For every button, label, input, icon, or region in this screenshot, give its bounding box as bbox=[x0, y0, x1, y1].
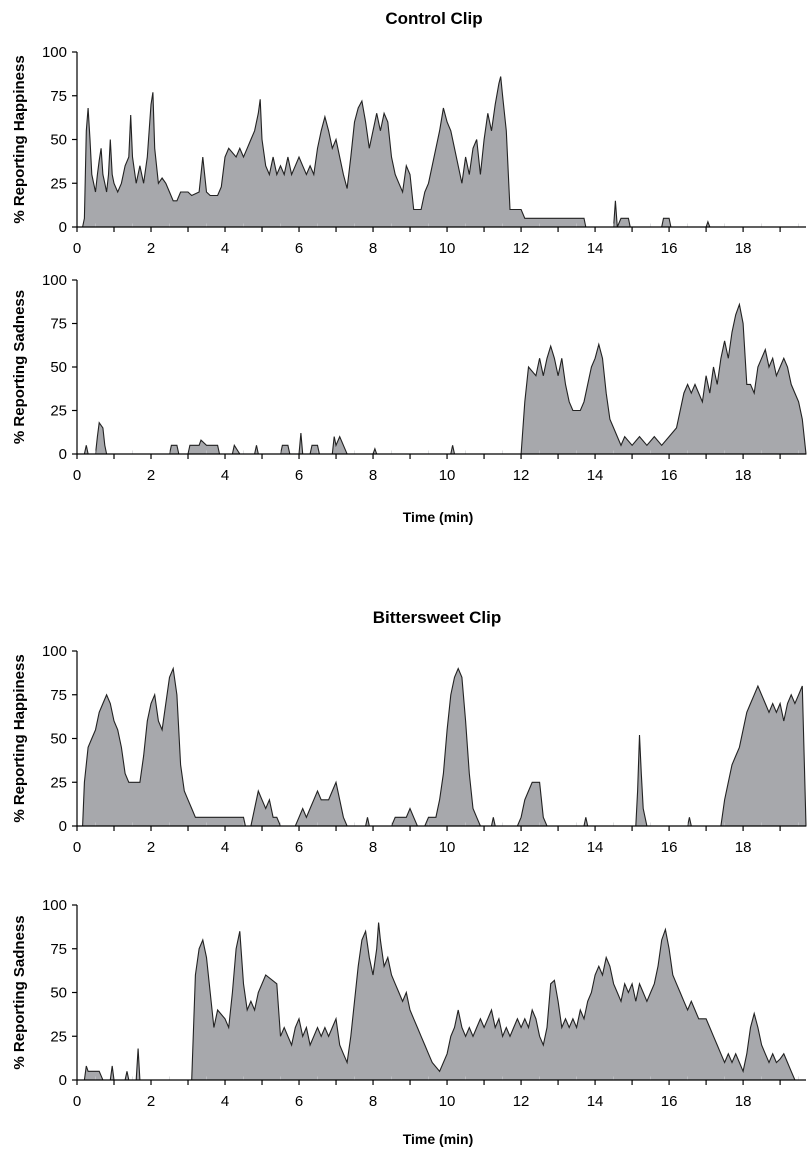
panel-4: 0 25 50 75 100 0 2 4 6 8 10 12 14 16 18 % Reporting Sad… bbox=[11, 897, 806, 1110]
x-tick-label: 18 bbox=[735, 839, 752, 856]
y-tick-label: 0 bbox=[59, 1072, 67, 1089]
y-tick-label: 75 bbox=[50, 687, 67, 704]
y-tick-label: 50 bbox=[50, 132, 67, 149]
x-tick-label: 10 bbox=[439, 467, 456, 484]
y-axis-label: % Reporting Happiness bbox=[11, 55, 28, 223]
bittersweet-clip-title: Bittersweet Clip bbox=[373, 608, 501, 627]
y-tick-label: 25 bbox=[50, 175, 67, 192]
panel-1: 0 25 50 75 100 0 2 4 6 8 10 12 14 16 18 % Reporting Hap… bbox=[11, 44, 806, 257]
y-tick-label: 75 bbox=[50, 941, 67, 958]
x-tick-label: 0 bbox=[73, 467, 81, 484]
x-tick-label: 16 bbox=[661, 839, 678, 856]
y-tick-label: 100 bbox=[42, 44, 67, 61]
y-tick-label: 75 bbox=[50, 316, 67, 333]
y-tick-label: 50 bbox=[50, 985, 67, 1002]
x-tick-label: 8 bbox=[369, 467, 377, 484]
x-tick-label: 12 bbox=[513, 839, 530, 856]
x-tick-label: 2 bbox=[147, 467, 155, 484]
y-tick-label: 25 bbox=[50, 403, 67, 420]
x-tick-label: 16 bbox=[661, 1093, 678, 1110]
y-tick-label: 25 bbox=[50, 774, 67, 791]
area-series bbox=[77, 302, 807, 455]
x-tick-label: 18 bbox=[735, 240, 752, 257]
y-axis-label: % Reporting Happiness bbox=[11, 654, 28, 822]
x-tick-label: 6 bbox=[295, 467, 303, 484]
x-tick-label: 8 bbox=[369, 839, 377, 856]
y-tick-label: 100 bbox=[42, 272, 67, 289]
area-series bbox=[77, 76, 806, 228]
x-tick-label: 12 bbox=[513, 1093, 530, 1110]
x-tick-label: 10 bbox=[439, 1093, 456, 1110]
x-tick-label: 14 bbox=[587, 1093, 604, 1110]
y-tick-label: 75 bbox=[50, 88, 67, 105]
x-tick-label: 8 bbox=[369, 240, 377, 257]
control-clip-title: Control Clip bbox=[385, 9, 482, 28]
panel-3: 0 25 50 75 100 0 2 4 6 8 10 12 14 16 18 % Reporting Hap… bbox=[11, 643, 807, 856]
y-axis-label: % Reporting Sadness bbox=[11, 915, 28, 1069]
y-tick-label: 100 bbox=[42, 643, 67, 660]
x-tick-label: 6 bbox=[295, 240, 303, 257]
panel-2: 0 25 50 75 100 0 2 4 6 8 10 12 14 16 18 % Reporting Sad… bbox=[11, 272, 807, 484]
x-tick-label: 14 bbox=[587, 240, 604, 257]
x-tick-label: 14 bbox=[587, 839, 604, 856]
bittersweet-clip-xlabel: Time (min) bbox=[403, 1131, 474, 1147]
x-tick-label: 6 bbox=[295, 839, 303, 856]
y-axis-label: % Reporting Sadness bbox=[11, 290, 28, 444]
x-tick-label: 8 bbox=[369, 1093, 377, 1110]
y-tick-label: 50 bbox=[50, 359, 67, 376]
x-tick-label: 4 bbox=[221, 240, 229, 257]
y-tick-label: 0 bbox=[59, 446, 67, 463]
x-tick-label: 4 bbox=[221, 467, 229, 484]
x-tick-label: 16 bbox=[661, 240, 678, 257]
x-tick-label: 14 bbox=[587, 467, 604, 484]
x-tick-label: 12 bbox=[513, 467, 530, 484]
y-tick-label: 25 bbox=[50, 1028, 67, 1045]
x-tick-label: 12 bbox=[513, 240, 530, 257]
area-series bbox=[77, 666, 807, 827]
area-series bbox=[77, 922, 806, 1081]
x-tick-label: 0 bbox=[73, 240, 81, 257]
x-tick-label: 18 bbox=[735, 1093, 752, 1110]
x-tick-label: 4 bbox=[221, 839, 229, 856]
x-tick-label: 6 bbox=[295, 1093, 303, 1110]
x-tick-label: 0 bbox=[73, 1093, 81, 1110]
x-tick-label: 2 bbox=[147, 1093, 155, 1110]
x-tick-label: 10 bbox=[439, 240, 456, 257]
x-tick-label: 2 bbox=[147, 240, 155, 257]
x-tick-label: 0 bbox=[73, 839, 81, 856]
x-tick-label: 18 bbox=[735, 467, 752, 484]
y-tick-label: 0 bbox=[59, 818, 67, 835]
y-tick-label: 0 bbox=[59, 219, 67, 236]
x-tick-label: 10 bbox=[439, 839, 456, 856]
x-tick-label: 4 bbox=[221, 1093, 229, 1110]
y-tick-label: 100 bbox=[42, 897, 67, 914]
x-tick-label: 2 bbox=[147, 839, 155, 856]
control-clip-xlabel: Time (min) bbox=[403, 509, 474, 525]
y-tick-label: 50 bbox=[50, 731, 67, 748]
x-tick-label: 16 bbox=[661, 467, 678, 484]
